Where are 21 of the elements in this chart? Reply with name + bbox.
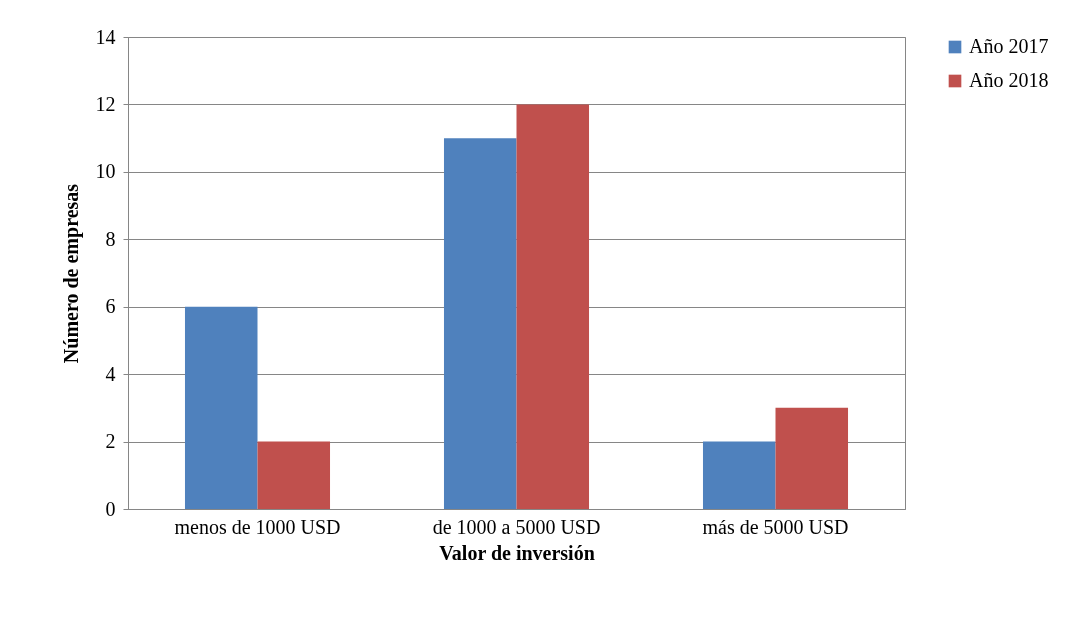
bar [257,441,331,509]
y-tick-label: 14 [95,25,116,48]
y-tick-label: 12 [95,92,116,115]
legend-label: Año 2017 [969,35,1049,57]
bar [775,407,849,509]
x-axis-title: Valor de inversión [439,541,595,564]
y-tick-label: 10 [95,160,116,183]
y-tick-label: 8 [105,227,116,250]
x-tick-label: más de 5000 USD [702,515,849,538]
y-tick-label: 6 [105,295,116,318]
bar [184,306,258,509]
bar [702,441,776,509]
x-tick-label: de 1000 a 5000 USD [432,515,601,538]
y-tick-label: 2 [105,430,116,453]
y-tick-label: 0 [105,497,116,520]
x-tick-label: menos de 1000 USD [174,515,341,538]
y-axis-title: Número de empresas [59,183,83,364]
legend-label: Año 2018 [969,69,1049,91]
bar [443,138,517,509]
bar [516,104,590,509]
y-tick-label: 4 [105,362,116,385]
